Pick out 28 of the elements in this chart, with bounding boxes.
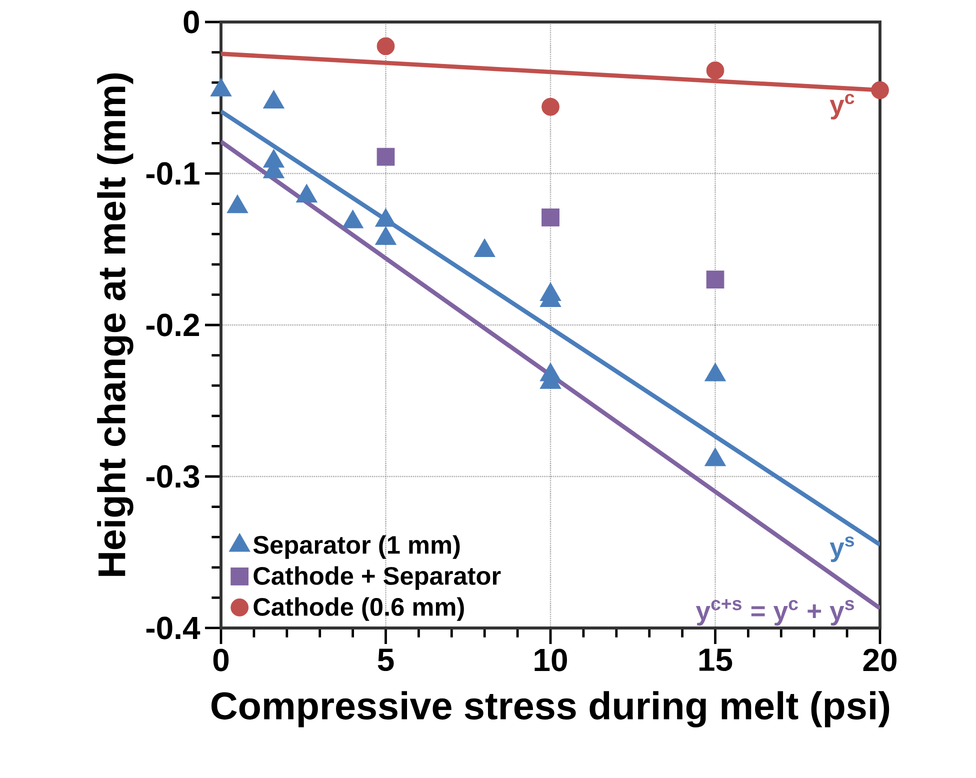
y-axis-title: Height change at melt (mm) — [97, 73, 134, 576]
y-tick-label: -0.1 — [146, 162, 200, 185]
y-tick-label: -0.3 — [146, 465, 200, 488]
point — [342, 210, 364, 228]
point — [375, 208, 396, 227]
y-tick-label: -0.4 — [146, 616, 200, 640]
y-tick-label: 0 — [184, 10, 199, 34]
point — [210, 78, 232, 96]
point — [296, 184, 318, 202]
legend-label: Cathode + Separator — [254, 566, 501, 590]
point — [474, 238, 496, 258]
series-label: y$^{c}$ — [830, 94, 854, 120]
y-tick-label: -0.2 — [146, 314, 200, 336]
x-tick-label: 15 — [699, 648, 732, 672]
series-label: y$^{s}$ — [830, 536, 854, 562]
point — [375, 226, 396, 245]
point — [226, 194, 248, 214]
x-tick-label: 10 — [534, 648, 567, 672]
x-axis-title: Compressive stress during melt (psi) — [212, 691, 890, 728]
x-tick-label: 0 — [213, 648, 229, 672]
x-tick-label: 5 — [378, 648, 394, 672]
point — [704, 362, 726, 382]
point — [704, 448, 726, 466]
series-label: y$^{c+s}$ = y$^{c}$ + y$^{s}$ — [696, 599, 854, 626]
legend-label: Separator (1 mm) — [253, 535, 460, 559]
x-tick-label: 20 — [863, 648, 896, 672]
legend-label: Cathode (0.6 mm) — [254, 597, 464, 621]
point — [263, 90, 284, 109]
